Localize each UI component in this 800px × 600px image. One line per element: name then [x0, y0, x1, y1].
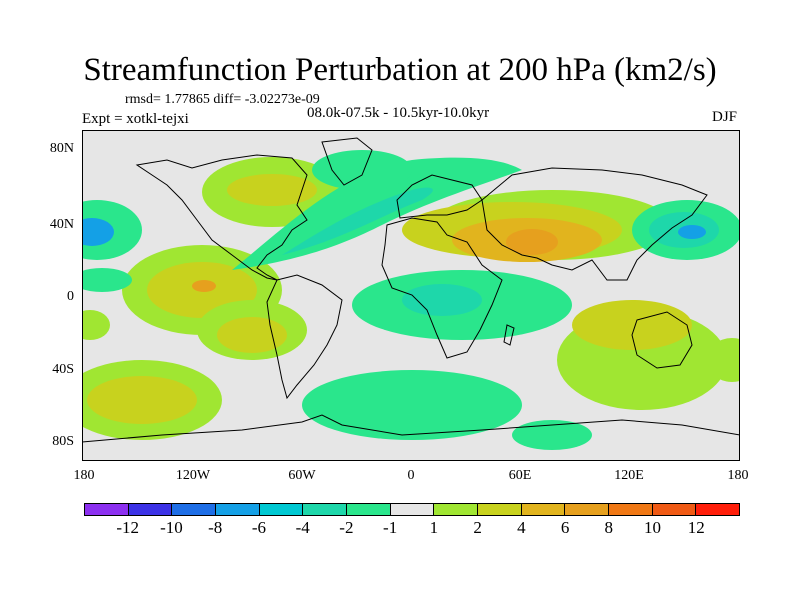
colorbar-label: -1	[383, 518, 398, 537]
lat-tick-0: 0	[67, 289, 74, 304]
lon-tick-180e: 180	[727, 468, 749, 483]
season-label: DJF	[712, 109, 738, 125]
colorbar-swatch	[128, 504, 173, 515]
lat-tick-40s: 40S	[52, 362, 74, 377]
coastlines	[82, 137, 740, 443]
coast-asia	[481, 167, 708, 281]
contour-australia-mid	[572, 300, 692, 350]
coast-australia	[631, 311, 693, 369]
colorbar-label: -10	[160, 518, 183, 537]
contour-fills	[82, 150, 740, 450]
contour-south-indian-neg	[512, 420, 592, 450]
colorbar-label: 12	[687, 518, 705, 537]
contour-southern-ocean-neg	[302, 370, 522, 440]
colorbar-label: 2	[473, 518, 482, 537]
contour-pacific-east-strong	[192, 280, 216, 292]
colorbar-swatch	[172, 504, 217, 515]
lon-tick-0: 0	[407, 468, 415, 483]
period-label: 08.0k-07.5k - 10.5kyr-10.0kyr	[307, 105, 490, 121]
contour-southern-ocean-mid	[87, 376, 197, 424]
colorbar	[84, 503, 740, 516]
colorbar-label: -6	[251, 518, 267, 537]
contour-north-pacific-west-core	[678, 225, 706, 239]
colorbar-label: 10	[644, 518, 662, 537]
contour-east-edge-light	[707, 338, 740, 382]
colorbar-swatch	[85, 504, 129, 515]
lat-tick-80n: 80N	[49, 141, 74, 156]
colorbar-label: -8	[208, 518, 223, 537]
colorbar-swatch	[696, 504, 740, 515]
lon-tick-120w: 120W	[175, 468, 211, 483]
lon-tick-60w: 60W	[288, 468, 316, 483]
coast-south-america	[266, 274, 343, 400]
colorbar-swatch	[216, 504, 260, 515]
colorbar-label: 1	[429, 518, 439, 537]
colorbar-swatch	[347, 504, 391, 515]
colorbar-label: -12	[116, 518, 140, 537]
contour-asia-max	[506, 229, 558, 255]
contour-south-pacific-mid	[217, 317, 287, 353]
contour-pacific-tropics-neg	[82, 268, 132, 292]
coast-madagascar	[503, 324, 515, 346]
lon-tick-120e: 120E	[614, 468, 644, 483]
experiment-label: Expt = xotkl-tejxi	[82, 111, 189, 127]
colorbar-swatch	[478, 504, 522, 515]
contour-tropical-atlantic-inner	[402, 284, 482, 316]
stats-text: rmsd= 1.77865 diff= -3.02273e-09	[125, 92, 320, 107]
colorbar-label: 4	[517, 518, 526, 537]
plot-title: Streamfunction Perturbation at 200 hPa (…	[83, 52, 717, 88]
colorbar-swatch	[303, 504, 348, 515]
contour-dateline-west-inner	[82, 218, 114, 246]
map-panel	[82, 130, 740, 461]
contour-canada-mid	[227, 174, 317, 206]
colorbar-swatch	[521, 504, 566, 515]
colorbar-swatch	[652, 504, 697, 515]
coast-europe	[396, 174, 483, 219]
lat-tick-80s: 80S	[52, 434, 74, 449]
colorbar-label: 8	[604, 518, 614, 537]
colorbar-label: 6	[560, 518, 570, 537]
colorbar-label: -2	[339, 518, 354, 537]
colorbar-swatch	[259, 504, 304, 515]
colorbar-swatch	[390, 504, 435, 515]
contour-north-central-neg	[312, 150, 412, 190]
coast-antarctica	[82, 414, 740, 443]
coast-north-america	[135, 154, 308, 281]
coast-africa	[381, 217, 503, 359]
lon-tick-180w: 180	[73, 468, 95, 483]
coast-greenland	[321, 137, 373, 186]
colorbar-swatch	[434, 504, 479, 515]
lon-tick-60e: 60E	[508, 468, 532, 483]
contour-west-edge-light	[82, 310, 110, 340]
streamfunction-map	[82, 130, 740, 461]
contour-atlantic-band-inner	[282, 187, 433, 255]
colorbar-swatch	[565, 504, 610, 515]
colorbar-label: -4	[295, 518, 310, 537]
map-frame	[82, 130, 740, 461]
lat-tick-40n: 40N	[49, 217, 74, 232]
colorbar-swatch	[609, 504, 653, 515]
